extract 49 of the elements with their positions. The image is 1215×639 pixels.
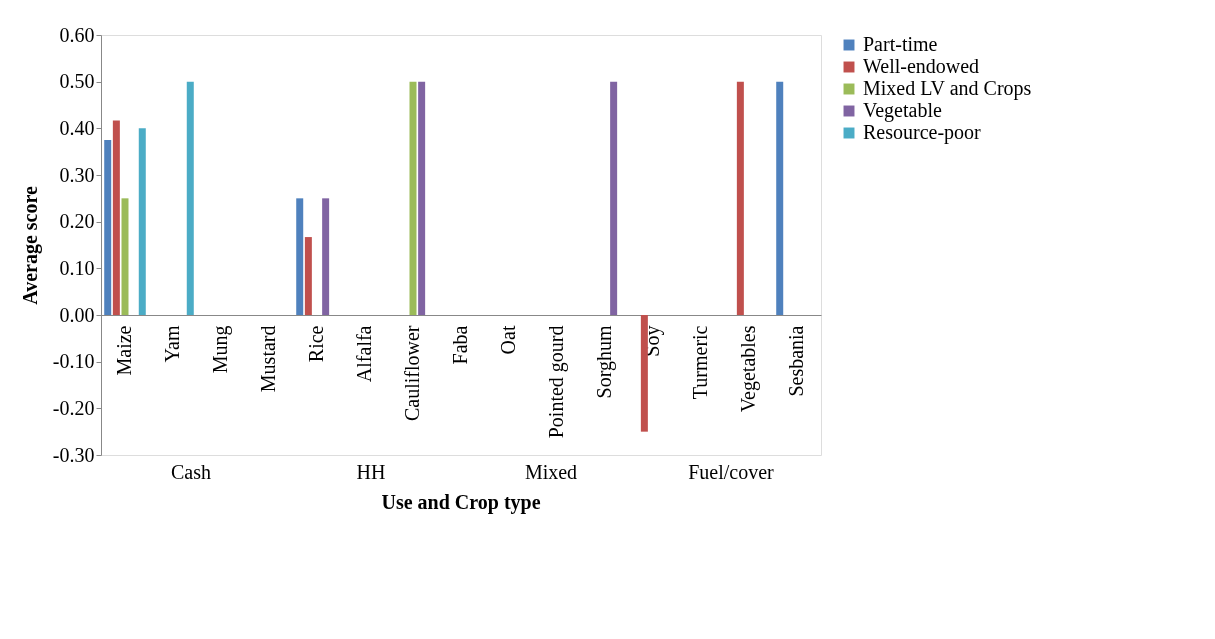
legend-label: Part-time [863, 33, 938, 55]
bar [418, 81, 426, 315]
bar [322, 198, 330, 315]
legend-label: Well-endowed [863, 55, 980, 77]
bar [409, 81, 417, 315]
y-tick-label: 0.60 [59, 23, 95, 46]
x-axis-title: Use and Crop type [381, 491, 541, 514]
x-tick-label: Rice [305, 325, 327, 363]
y-tick-label: 0.40 [59, 116, 95, 139]
y-tick-label: -0.30 [52, 443, 95, 466]
x-tick-label: Sesbania [785, 325, 807, 397]
x-tick-label: Mustard [257, 325, 279, 393]
y-tick-label: 0.00 [59, 303, 95, 326]
bar [776, 81, 784, 315]
x-tick-label: Vegetables [737, 325, 760, 413]
x-tick-label: Yam [161, 325, 183, 363]
bar [121, 198, 129, 315]
x-tick-label: Sorghum [593, 325, 616, 399]
y-tick-label: 0.30 [59, 163, 95, 186]
x-tick-label: Maize [113, 325, 135, 376]
x-tick-label: Oat [497, 325, 519, 355]
bar [304, 237, 312, 315]
x-tick-label: Mung [209, 325, 232, 374]
y-tick-label: 0.10 [59, 256, 95, 279]
legend-label: Resource-poor [863, 121, 982, 144]
bar [640, 315, 648, 432]
bar [186, 81, 194, 315]
legend-label: Vegetable [863, 99, 942, 122]
y-tick-label: 0.20 [59, 210, 95, 233]
text: HH [356, 461, 386, 483]
text: Fuel/cover [688, 461, 775, 483]
legend-label: Mixed LV and Crops [863, 77, 1032, 100]
y-tick-label: -0.20 [52, 396, 95, 419]
text: Cash [171, 461, 211, 483]
bar [112, 120, 120, 315]
x-tick-label: Turmeric [689, 325, 711, 400]
text: Mixed [524, 461, 578, 483]
x-tick-label: Alfalfa [353, 325, 375, 383]
x-tick-label: Pointed gourd [545, 325, 568, 439]
bar [104, 140, 112, 315]
x-tick-label: Cauliflower [401, 325, 423, 422]
y-tick-label: 0.50 [59, 70, 95, 93]
bar [138, 128, 146, 315]
bar [610, 81, 618, 315]
bar [296, 198, 304, 315]
y-axis-title: Average score [18, 186, 42, 305]
x-tick-label: Faba [449, 325, 471, 365]
y-tick-label: -0.10 [52, 350, 95, 373]
bar [736, 81, 744, 315]
